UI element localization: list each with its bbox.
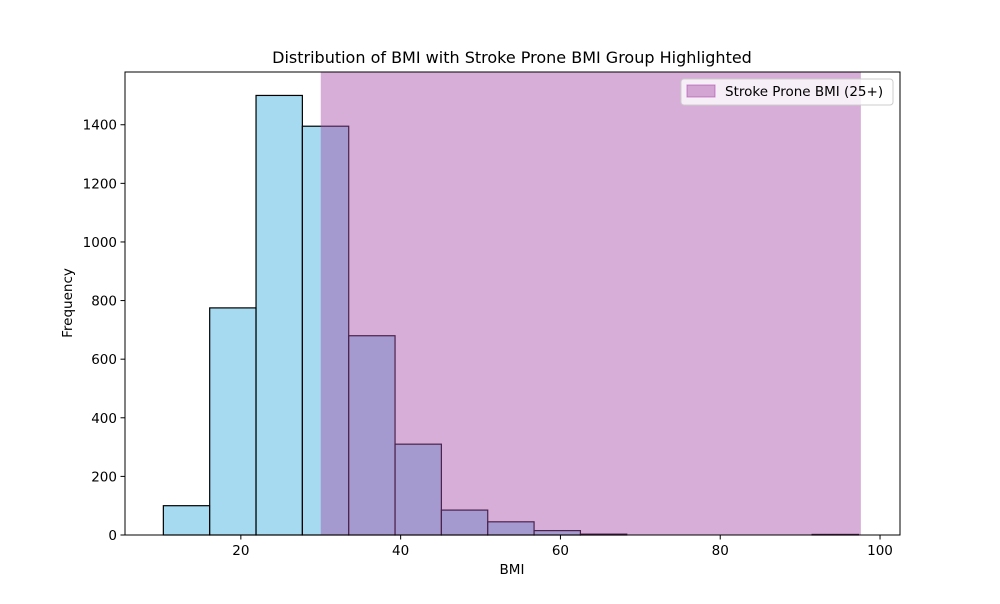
legend-swatch [686,84,716,98]
x-tick-label-100: 100 [867,543,893,559]
stroke-prone-highlight-span [320,72,861,535]
histogram-bar-1 [209,307,257,536]
x-tick-label-60: 60 [552,543,569,559]
legend-label: Stroke Prone BMI (25+) [725,84,883,100]
x-axis-label: BMI [500,562,525,578]
y-tick-label-0: 0 [108,528,117,544]
legend-box [680,78,894,106]
chart-title: Distribution of BMI with Stroke Prone BM… [272,48,752,67]
y-tick-label-400: 400 [91,411,117,427]
histogram-bar-2 [255,94,303,536]
y-axis-label: Frequency [60,268,76,338]
y-tick-label-1000: 1000 [83,235,117,251]
y-tick-label-800: 800 [91,294,117,310]
plot-frame [124,71,901,536]
x-tick-label-20: 20 [232,543,249,559]
y-tick-label-1400: 1400 [83,118,117,134]
y-tick-label-1200: 1200 [83,176,117,192]
histogram-bar-5 [394,443,442,536]
highlight-layer [320,72,861,535]
bars-layer [162,94,860,536]
x-tick-label-80: 80 [712,543,729,559]
y-tick-label-200: 200 [91,469,117,485]
histogram-bar-0 [162,505,211,536]
legend: Stroke Prone BMI (25+) [680,78,894,106]
y-tick-label-600: 600 [91,352,117,368]
histogram-bar-3 [301,125,350,536]
x-tick-label-40: 40 [392,543,409,559]
